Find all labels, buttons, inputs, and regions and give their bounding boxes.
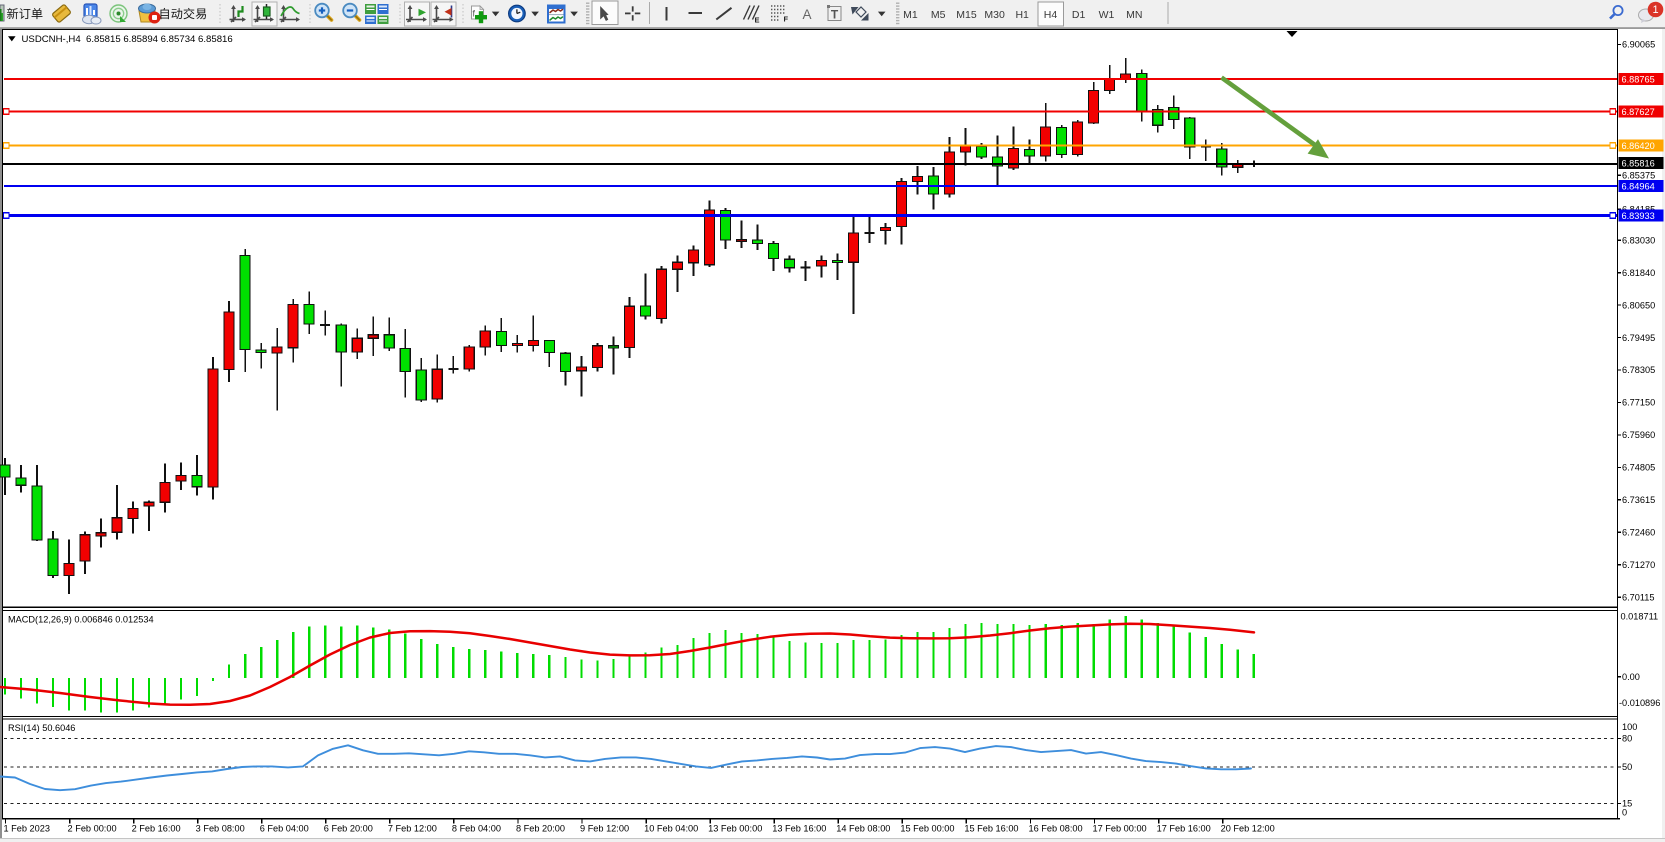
svg-text:2 Feb 00:00: 2 Feb 00:00 [68, 824, 117, 834]
svg-text:80: 80 [1622, 734, 1632, 744]
svg-text:A: A [802, 7, 811, 22]
svg-text:M1: M1 [903, 9, 918, 21]
svg-text:6.71270: 6.71270 [1622, 560, 1655, 570]
svg-text:6.85816: 6.85816 [1622, 158, 1655, 168]
svg-text:100: 100 [1622, 722, 1637, 732]
svg-text:H1: H1 [1015, 9, 1029, 21]
svg-text:16 Feb 08:00: 16 Feb 08:00 [1028, 824, 1082, 834]
svg-text:9 Feb 12:00: 9 Feb 12:00 [580, 824, 629, 834]
svg-text:15 Feb 16:00: 15 Feb 16:00 [964, 824, 1018, 834]
svg-text:USDCNH-,H4 6.85815 6.85894 6.: USDCNH-,H4 6.85815 6.85894 6.85734 6.858… [22, 34, 233, 45]
svg-text:MN: MN [1126, 9, 1142, 21]
svg-text:f: f [473, 9, 476, 19]
svg-text:6.83933: 6.83933 [1622, 211, 1655, 221]
svg-text:6.80650: 6.80650 [1622, 300, 1655, 310]
svg-text:H4: H4 [1044, 9, 1058, 21]
svg-text:0: 0 [1622, 808, 1627, 818]
svg-text:6.77150: 6.77150 [1622, 398, 1655, 408]
svg-text:6.78305: 6.78305 [1622, 365, 1655, 375]
svg-text:14 Feb 08:00: 14 Feb 08:00 [836, 824, 890, 834]
svg-text:1 Feb 2023: 1 Feb 2023 [4, 824, 51, 834]
svg-text:6.88765: 6.88765 [1622, 74, 1655, 84]
svg-text:-0.010896: -0.010896 [1619, 698, 1660, 708]
svg-text:M30: M30 [984, 9, 1005, 21]
svg-text:6.84964: 6.84964 [1622, 181, 1655, 191]
svg-text:6.83030: 6.83030 [1622, 235, 1655, 245]
svg-text:6 Feb 04:00: 6 Feb 04:00 [260, 824, 309, 834]
svg-text:6 Feb 20:00: 6 Feb 20:00 [324, 824, 373, 834]
svg-text:T: T [831, 8, 839, 22]
svg-text:M5: M5 [931, 9, 946, 21]
svg-text:6.73615: 6.73615 [1622, 495, 1655, 505]
svg-text:13 Feb 00:00: 13 Feb 00:00 [708, 824, 762, 834]
svg-text:13 Feb 16:00: 13 Feb 16:00 [772, 824, 826, 834]
svg-text:6.79495: 6.79495 [1622, 333, 1655, 343]
svg-text:MACD(12,26,9) 0.006846 0.01253: MACD(12,26,9) 0.006846 0.012534 [8, 615, 154, 625]
svg-text:8 Feb 20:00: 8 Feb 20:00 [516, 824, 565, 834]
svg-text:M15: M15 [956, 9, 977, 21]
svg-text:F: F [784, 15, 789, 24]
svg-text:E: E [755, 16, 760, 25]
svg-text:7 Feb 12:00: 7 Feb 12:00 [388, 824, 437, 834]
svg-text:2 Feb 16:00: 2 Feb 16:00 [132, 824, 181, 834]
svg-text:17 Feb 16:00: 17 Feb 16:00 [1157, 824, 1211, 834]
svg-text:6.81840: 6.81840 [1622, 268, 1655, 278]
svg-text:15: 15 [1622, 799, 1632, 809]
svg-text:17 Feb 00:00: 17 Feb 00:00 [1093, 824, 1147, 834]
svg-text:6.70115: 6.70115 [1622, 592, 1655, 602]
svg-text:W1: W1 [1099, 9, 1115, 21]
svg-text:15 Feb 00:00: 15 Feb 00:00 [900, 824, 954, 834]
svg-text:6.86420: 6.86420 [1622, 141, 1655, 151]
svg-text:6.87627: 6.87627 [1622, 107, 1655, 117]
svg-text:10 Feb 04:00: 10 Feb 04:00 [644, 824, 698, 834]
svg-text:D1: D1 [1072, 9, 1086, 21]
svg-text:RSI(14) 50.6046: RSI(14) 50.6046 [8, 723, 75, 733]
svg-text:50: 50 [1622, 762, 1632, 772]
svg-text:8 Feb 04:00: 8 Feb 04:00 [452, 824, 501, 834]
svg-text:0.00: 0.00 [1622, 672, 1640, 682]
svg-text:6.74805: 6.74805 [1622, 463, 1655, 473]
svg-text:3 Feb 08:00: 3 Feb 08:00 [196, 824, 245, 834]
svg-text:6.75960: 6.75960 [1622, 430, 1655, 440]
svg-text:6.84185: 6.84185 [1622, 204, 1655, 214]
svg-text:20 Feb 12:00: 20 Feb 12:00 [1221, 824, 1275, 834]
svg-text:6.85375: 6.85375 [1622, 171, 1655, 181]
svg-text:1: 1 [1652, 4, 1658, 16]
svg-text:6.72460: 6.72460 [1622, 528, 1655, 538]
svg-text:6.90065: 6.90065 [1622, 40, 1655, 50]
svg-text:0.018711: 0.018711 [1621, 611, 1659, 621]
